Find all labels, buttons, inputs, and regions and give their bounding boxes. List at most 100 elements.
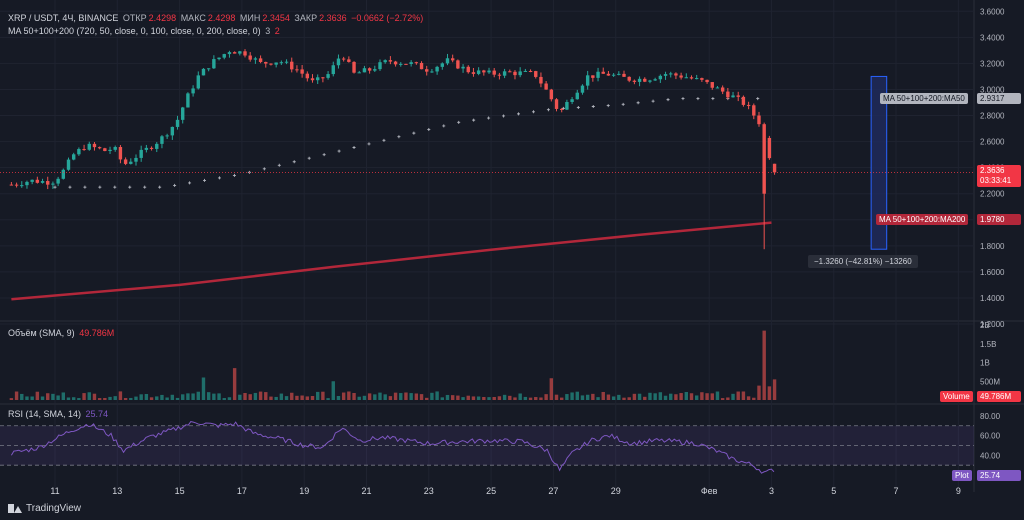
tradingview-logo-text: TradingView bbox=[26, 503, 82, 514]
x-tick-label: 25 bbox=[486, 486, 496, 496]
candle-body bbox=[217, 57, 221, 60]
volume-bar bbox=[186, 393, 190, 400]
volume-bar bbox=[466, 395, 470, 400]
volume-bar bbox=[393, 392, 398, 400]
bar-countdown: 03:33:41 bbox=[980, 176, 1012, 185]
volume-bar bbox=[617, 394, 621, 400]
candle-body bbox=[362, 68, 367, 73]
candle-body bbox=[300, 69, 304, 74]
x-tick-label: Фев bbox=[701, 486, 718, 496]
ma-legend[interactable]: MA 50+100+200 (720, 50, close, 0, 100, c… bbox=[8, 26, 282, 36]
price-tick-label: 2.2000 bbox=[980, 190, 1005, 199]
ma50-point bbox=[143, 185, 147, 189]
volume-bar bbox=[585, 394, 590, 400]
x-tick-label: 17 bbox=[237, 486, 247, 496]
candle-body bbox=[476, 70, 481, 74]
ma-count-2: 2 bbox=[274, 26, 280, 36]
volume-bar bbox=[258, 391, 263, 400]
ma50-point bbox=[546, 108, 550, 112]
candle-body bbox=[544, 83, 548, 90]
x-tick-label: 11 bbox=[50, 486, 59, 496]
candle-body bbox=[461, 66, 465, 69]
candle-body bbox=[82, 149, 86, 151]
volume-bar bbox=[321, 391, 325, 400]
candle-body bbox=[487, 70, 491, 73]
candle-body bbox=[689, 77, 694, 79]
volume-bar bbox=[248, 394, 252, 400]
volume-bar bbox=[315, 391, 320, 400]
volume-bar bbox=[284, 396, 289, 400]
volume-bar bbox=[632, 393, 637, 400]
candle-body bbox=[165, 135, 169, 137]
ma50-point bbox=[756, 97, 760, 101]
volume-bar bbox=[746, 396, 751, 400]
volume-bar bbox=[264, 392, 268, 400]
ma200-label: MA 50+100+200:MA200 bbox=[879, 215, 966, 224]
ma50-label: MA 50+100+200:MA50 bbox=[883, 94, 965, 103]
volume-bar bbox=[87, 392, 91, 400]
candle-body bbox=[113, 147, 117, 150]
ma50-point bbox=[531, 110, 535, 114]
candle-body bbox=[409, 62, 413, 65]
volume-bar bbox=[362, 395, 367, 400]
volume-bar bbox=[269, 396, 273, 400]
volume-bar bbox=[419, 394, 424, 400]
candle-body bbox=[502, 71, 507, 76]
candle-body bbox=[336, 58, 341, 66]
volume-bar bbox=[331, 381, 335, 400]
ma50-point bbox=[606, 104, 610, 108]
candle-body bbox=[767, 137, 772, 159]
volume-bar bbox=[253, 392, 258, 400]
candle-body bbox=[492, 70, 496, 75]
volume-indicator-label: Объём (SMA, 9) bbox=[8, 328, 75, 338]
volume-bar bbox=[440, 397, 444, 400]
candle-body bbox=[191, 88, 195, 94]
ma50-point bbox=[487, 116, 491, 120]
candle-body bbox=[290, 61, 294, 70]
volume-bar bbox=[487, 397, 491, 400]
candle-body bbox=[315, 77, 320, 81]
x-tick-label: 23 bbox=[424, 486, 434, 496]
candle-body bbox=[383, 60, 387, 63]
volume-legend[interactable]: Объём (SMA, 9) 49.786M bbox=[8, 328, 116, 338]
volume-bar bbox=[710, 393, 714, 400]
candle-body bbox=[373, 69, 377, 71]
candle-body bbox=[580, 85, 585, 93]
volume-bar bbox=[295, 395, 299, 400]
candle-body bbox=[258, 58, 263, 62]
rsi-indicator-label: RSI (14, SMA, 14) bbox=[8, 409, 82, 419]
volume-bar bbox=[684, 392, 689, 400]
volume-bar bbox=[700, 392, 704, 400]
ma50-point bbox=[681, 97, 685, 101]
volume-label-badge: Volume bbox=[940, 391, 973, 402]
volume-bar bbox=[565, 394, 569, 400]
candle-body bbox=[700, 78, 704, 80]
candle-body bbox=[305, 73, 310, 79]
volume-tick-label: 1B bbox=[980, 359, 990, 368]
candle-body bbox=[103, 148, 107, 152]
ma50-point bbox=[188, 181, 192, 185]
price-tick-label: 1.4000 bbox=[980, 294, 1005, 303]
candle-body bbox=[274, 62, 278, 65]
candle-body bbox=[129, 161, 133, 164]
ma50-point bbox=[83, 185, 87, 189]
rsi-legend[interactable]: RSI (14, SMA, 14) 25.74 bbox=[8, 409, 110, 419]
volume-bar bbox=[196, 391, 200, 400]
candle-body bbox=[611, 74, 616, 76]
candle-body bbox=[212, 59, 216, 69]
candle-body bbox=[643, 78, 647, 82]
volume-bar bbox=[414, 393, 419, 400]
candle-body bbox=[227, 52, 232, 55]
volume-bar bbox=[290, 392, 294, 400]
candle-body bbox=[518, 71, 522, 76]
ma50-point bbox=[128, 185, 132, 189]
volume-bar bbox=[108, 396, 112, 400]
candle-body bbox=[622, 73, 626, 77]
candle-body bbox=[523, 70, 528, 72]
candle-body bbox=[144, 147, 149, 150]
volume-bar bbox=[336, 396, 341, 400]
candle-body bbox=[295, 69, 299, 71]
tradingview-logo[interactable]: TradingView bbox=[8, 503, 81, 514]
rsi-tick-label: 80.00 bbox=[980, 412, 1001, 421]
volume-bar bbox=[14, 391, 19, 400]
